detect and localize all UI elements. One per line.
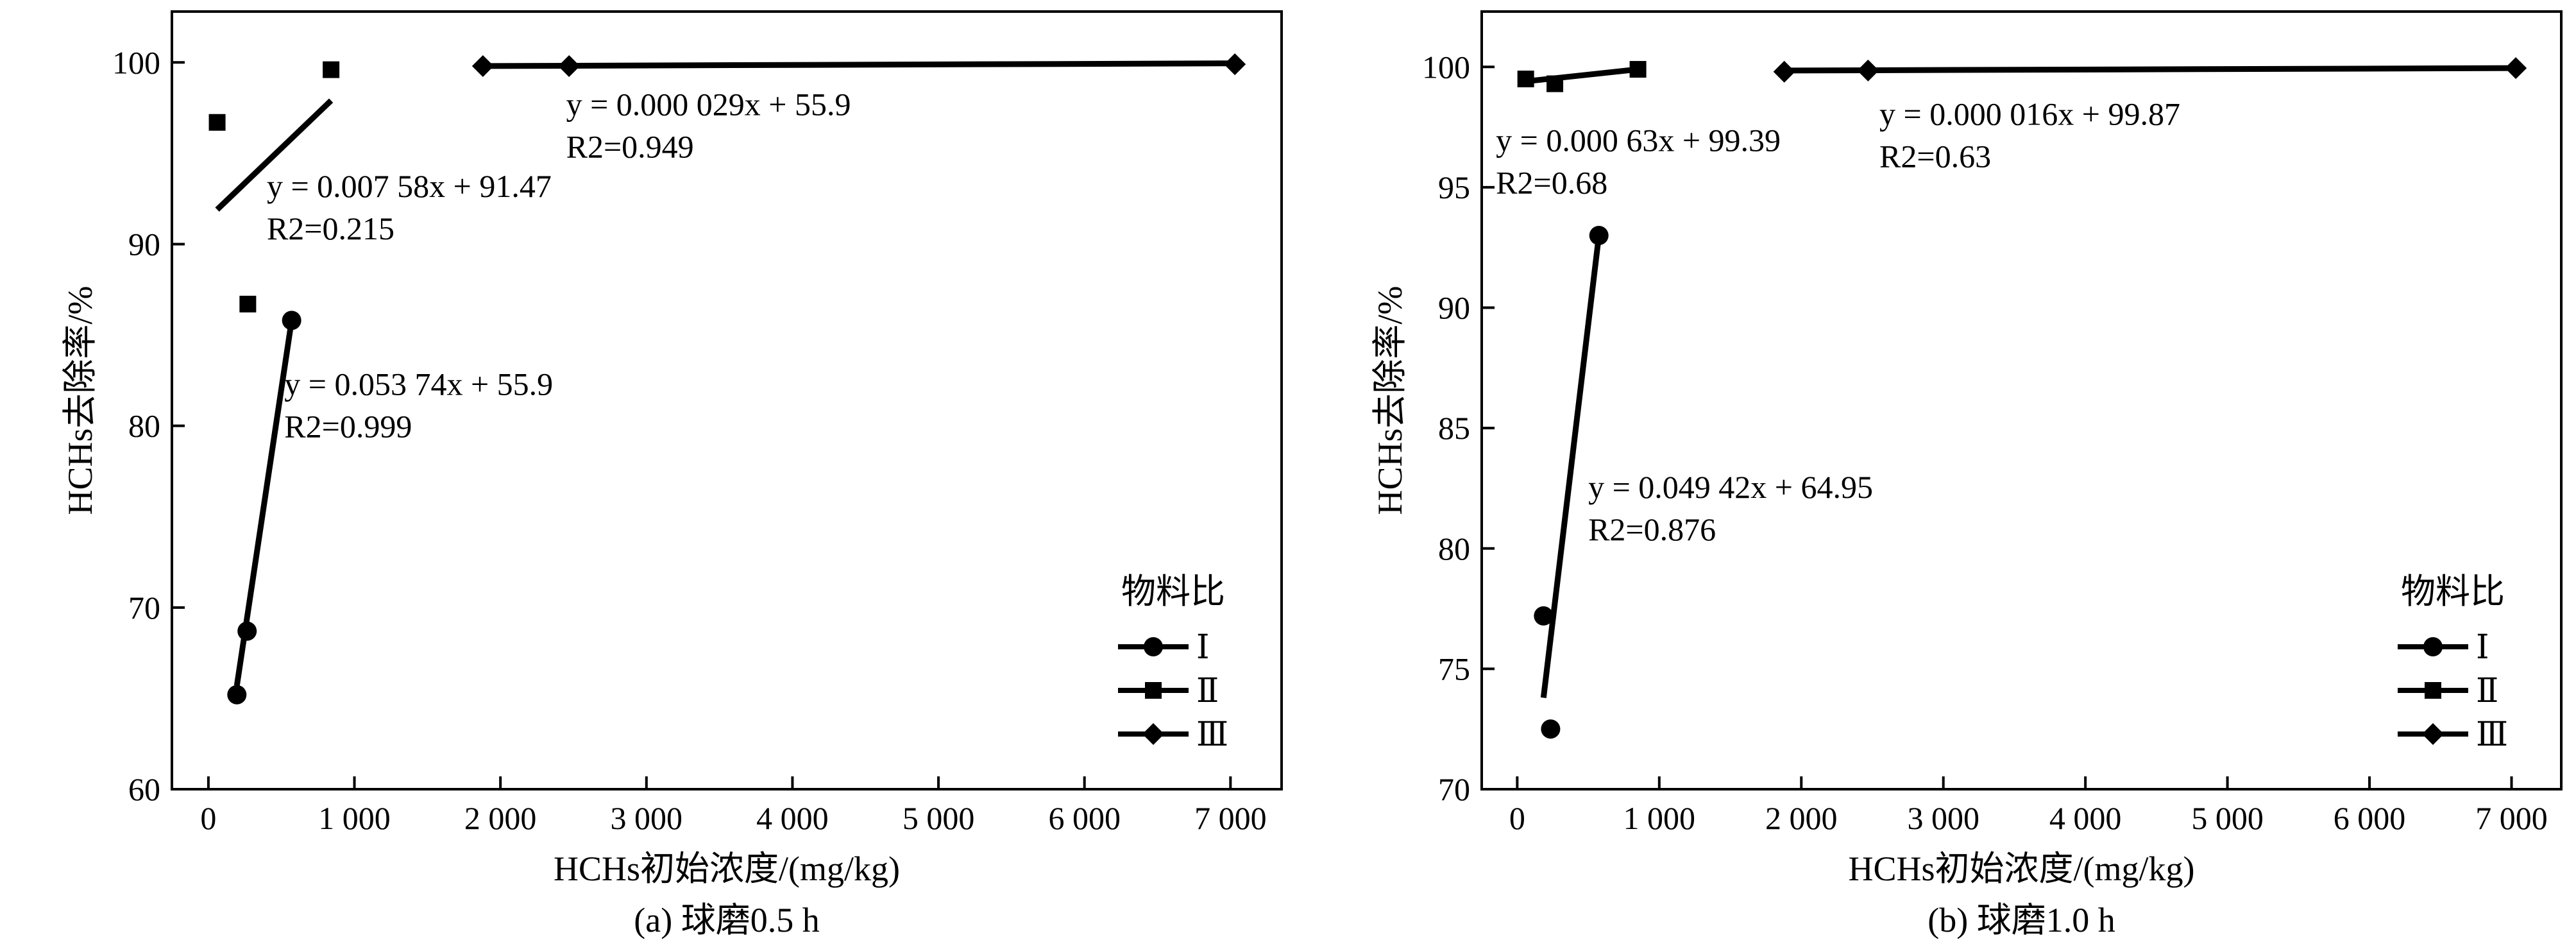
equation-label: y = 0.000 016x + 99.87: [1879, 96, 2180, 132]
y-tick-label: 70: [128, 590, 160, 626]
x-tick-label: 3 000: [1907, 800, 1979, 836]
plot-frame: [1480, 10, 2563, 790]
legend-label: Ⅱ: [1196, 673, 1219, 710]
x-tick-label: 4 000: [756, 800, 829, 836]
x-tick-label: 1 000: [1623, 800, 1696, 836]
x-tick-label: 3 000: [611, 800, 683, 836]
legend-label: Ⅲ: [1196, 717, 1228, 753]
r-squared-label: R2=0.215: [267, 210, 394, 246]
equation-label: y = 0.000 63x + 99.39: [1496, 123, 1781, 158]
chart-panel-b: 0 1 000 2 000 3 000 4 000 5 000 6 000 7 000 70 75…: [1371, 10, 2563, 939]
data-point-circle: [1589, 225, 1609, 245]
x-tick-label: 2 000: [1765, 800, 1838, 836]
y-tick-label: 80: [128, 408, 160, 444]
legend-label: Ⅲ: [2476, 717, 2508, 753]
y-tick-label: 60: [128, 771, 160, 807]
data-point-square: [1629, 61, 1647, 78]
x-tick-label: 6 000: [2334, 800, 2406, 836]
legend-label: Ⅰ: [1196, 629, 1210, 666]
y-tick-label: 80: [1438, 531, 1470, 567]
r-squared-label: R2=0.876: [1588, 511, 1716, 547]
data-point-circle: [282, 311, 301, 330]
legend-marker-diamond: [1142, 723, 1164, 745]
y-axis-label: HCHs去除率/%: [61, 286, 99, 515]
data-point-diamond: [2505, 57, 2527, 80]
legend-marker-diamond: [2422, 723, 2444, 745]
x-tick-label: 2 000: [464, 800, 537, 836]
equation-label: y = 0.049 42x + 64.95: [1588, 469, 1873, 505]
legend-marker-circle: [1144, 637, 1163, 656]
series-diamond: y = 0.000 016x + 99.87 R2=0.63: [1773, 57, 2527, 174]
data-point-circle: [227, 685, 247, 705]
data-point-circle: [1534, 606, 1554, 626]
data-point-diamond: [471, 55, 494, 77]
fit-line: [482, 60, 1235, 69]
legend-label: Ⅱ: [2476, 673, 2498, 710]
data-point-circle: [1541, 719, 1561, 739]
y-tick-label: 100: [112, 44, 160, 80]
data-point-square: [1546, 75, 1564, 92]
x-tick-label: 5 000: [2191, 800, 2264, 836]
y-tick-label: 75: [1438, 651, 1470, 687]
fit-line: [1525, 66, 1639, 85]
r-squared-label: R2=0.63: [1879, 138, 1991, 174]
y-tick-label: 90: [1438, 290, 1470, 326]
equation-label: y = 0.000 029x + 55.9: [566, 86, 851, 122]
legend: 物料比 Ⅰ Ⅱ Ⅲ: [1118, 572, 1228, 753]
x-tick-label: 7 000: [1194, 800, 1267, 836]
x-tick-label: 0: [200, 800, 216, 836]
x-tick-label: 6 000: [1048, 800, 1121, 836]
series-circle: y = 0.053 74x + 55.9 R2=0.999: [227, 311, 553, 705]
data-point-diamond: [1224, 53, 1246, 76]
series-circle: y = 0.049 42x + 64.95 R2=0.876: [1534, 225, 1873, 739]
r-squared-label: R2=0.999: [284, 409, 412, 445]
panel-caption: (b) 球磨1.0 h: [1928, 901, 2115, 939]
equation-label: y = 0.007 58x + 91.47: [267, 168, 552, 204]
equation-label: y = 0.053 74x + 55.9: [284, 366, 553, 402]
fit-line: [1540, 235, 1602, 698]
y-tick-label: 100: [1422, 49, 1470, 85]
x-tick-label: 1 000: [318, 800, 391, 836]
y-axis-label: HCHs去除率/%: [1371, 286, 1409, 515]
x-tick-label: 0: [1509, 800, 1525, 836]
series-square: y = 0.007 58x + 91.47 R2=0.215: [208, 61, 552, 312]
series-diamond: y = 0.000 029x + 55.9 R2=0.949: [471, 53, 1246, 164]
legend-title: 物料比: [1121, 572, 1225, 611]
fit-line: [215, 98, 334, 212]
data-point-diamond: [558, 55, 580, 77]
legend-marker-circle: [2423, 637, 2443, 656]
x-axis-label: HCHs初始浓度/(mg/kg): [554, 850, 900, 888]
r-squared-label: R2=0.68: [1496, 165, 1607, 201]
x-tick-label: 4 000: [2049, 800, 2122, 836]
x-axis-label: HCHs初始浓度/(mg/kg): [1849, 850, 2195, 888]
data-point-square: [323, 61, 340, 78]
panel-caption: (a) 球磨0.5 h: [634, 901, 819, 939]
data-point-square: [208, 114, 226, 131]
legend-title: 物料比: [2401, 572, 2505, 611]
legend-marker-square: [1145, 682, 1162, 699]
data-point-diamond: [1857, 59, 1879, 81]
y-tick-label: 70: [1438, 771, 1470, 807]
legend-marker-square: [2425, 682, 2441, 699]
plot-frame: [171, 10, 1283, 790]
fit-line: [1784, 65, 2516, 74]
legend: 物料比 Ⅰ Ⅱ Ⅲ: [2398, 572, 2508, 753]
legend-label: Ⅰ: [2476, 629, 2489, 666]
x-tick-label: 5 000: [902, 800, 975, 836]
series-square: y = 0.000 63x + 99.39 R2=0.68: [1496, 61, 1781, 201]
chart-panel-a: 0 1 000 2 000 3 000 4 000 5 000 6 000 7 000 60 70…: [61, 10, 1283, 939]
data-point-diamond: [1773, 60, 1795, 83]
data-point-square: [1517, 71, 1534, 88]
x-tick-label: 7 000: [2475, 800, 2548, 836]
data-point-circle: [237, 621, 257, 641]
r-squared-label: R2=0.949: [566, 128, 694, 164]
y-tick-label: 85: [1438, 410, 1470, 446]
y-tick-label: 95: [1438, 169, 1470, 205]
y-tick-label: 90: [128, 226, 160, 262]
data-point-square: [239, 295, 257, 312]
